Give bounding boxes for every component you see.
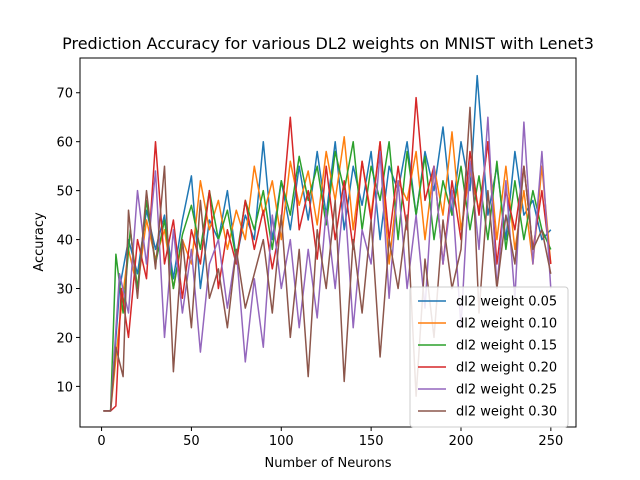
x-tick-label: 200	[449, 434, 474, 449]
y-tick-label: 50	[56, 185, 73, 200]
legend-label: dl2 weight 0.30	[456, 405, 557, 420]
x-axis-label: Number of Neurons	[264, 456, 391, 471]
y-tick-label: 20	[56, 331, 73, 346]
plot-frame	[79, 57, 577, 428]
legend-label: dl2 weight 0.15	[456, 339, 557, 354]
y-tick-label: 60	[56, 136, 73, 151]
y-tick-label: 70	[56, 87, 73, 102]
series-line-5	[103, 116, 552, 412]
y-tick-label: 30	[56, 283, 73, 298]
legend-label: dl2 weight 0.05	[456, 295, 557, 310]
legend-label: dl2 weight 0.10	[456, 317, 557, 332]
x-tick-label: 0	[97, 434, 105, 449]
y-tick-label: 40	[56, 234, 73, 249]
axis-ticks: 0 50 100 150 200 250 10 20 30 40 50 60 70	[56, 87, 563, 449]
y-tick-label: 10	[56, 380, 73, 395]
x-tick-label: 150	[359, 434, 384, 449]
legend-label: dl2 weight 0.25	[456, 383, 557, 398]
x-tick-label: 100	[269, 434, 294, 449]
legend-box	[409, 286, 569, 428]
legend: dl2 weight 0.05 dl2 weight 0.10 dl2 weight…	[409, 286, 569, 428]
series-line-6	[103, 106, 552, 412]
series-line-4	[103, 96, 552, 412]
x-tick-label: 50	[183, 434, 200, 449]
chart-title: Prediction Accuracy for various DL2 weig…	[62, 34, 594, 53]
x-tick-label: 250	[538, 434, 563, 449]
y-axis-label: Accuracy	[32, 212, 47, 272]
legend-label: dl2 weight 0.20	[456, 361, 557, 376]
series-lines	[103, 74, 552, 412]
